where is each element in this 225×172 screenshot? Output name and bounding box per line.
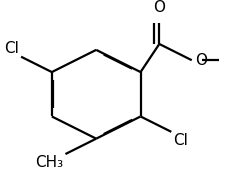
Text: Cl: Cl — [4, 41, 19, 56]
Text: O: O — [153, 0, 164, 15]
Text: O: O — [194, 53, 206, 68]
Text: Cl: Cl — [173, 133, 187, 148]
Text: CH₃: CH₃ — [35, 155, 63, 170]
